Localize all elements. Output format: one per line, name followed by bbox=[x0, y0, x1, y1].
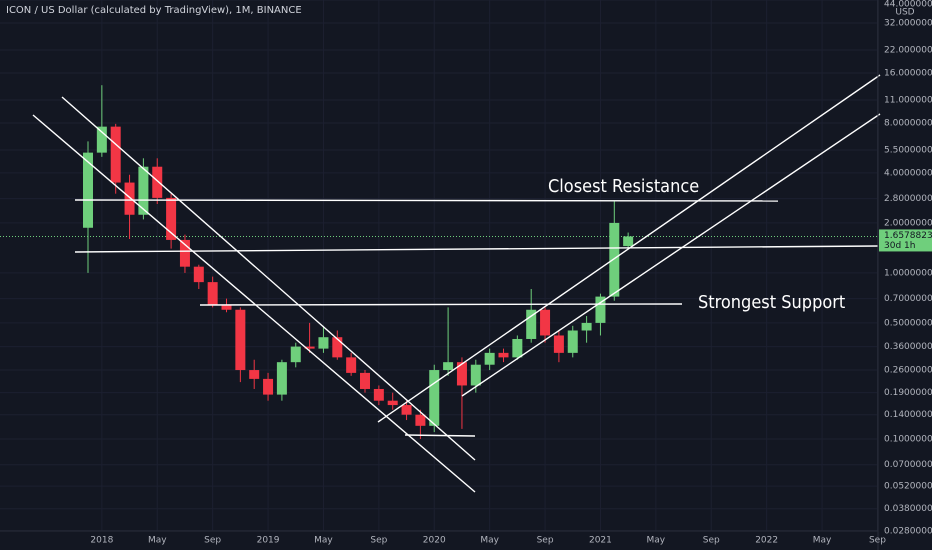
candle-body bbox=[581, 322, 592, 331]
candle-body bbox=[318, 337, 329, 349]
x-tick-label: Sep bbox=[537, 536, 554, 546]
candle-body bbox=[401, 405, 412, 415]
candle-body bbox=[249, 370, 260, 379]
candle-body bbox=[567, 330, 578, 353]
horizontal-line bbox=[74, 245, 879, 253]
candle-body bbox=[110, 126, 121, 183]
candle-body bbox=[332, 337, 343, 358]
candle-body bbox=[166, 197, 177, 240]
x-tick-label: Sep bbox=[703, 536, 720, 546]
candle-body bbox=[609, 222, 620, 297]
channel-line bbox=[377, 74, 881, 423]
candle-body bbox=[83, 152, 93, 228]
x-tick-label: May bbox=[647, 536, 666, 546]
candle-body bbox=[387, 400, 398, 406]
y-unit: USD bbox=[895, 8, 914, 18]
candle-body bbox=[207, 282, 218, 306]
candle-body bbox=[152, 166, 163, 198]
x-tick-label: 2018 bbox=[90, 536, 113, 546]
candle-body bbox=[124, 182, 135, 215]
candle-body bbox=[360, 372, 370, 389]
candle-body bbox=[470, 364, 481, 386]
y-tick-label: 0.02800000 bbox=[884, 526, 932, 536]
x-tick-label: 2020 bbox=[423, 536, 446, 546]
candle-body bbox=[193, 266, 204, 283]
y-tick-label: 2.80000000 bbox=[884, 194, 932, 204]
trend-lines bbox=[32, 74, 881, 493]
last-price-box bbox=[879, 229, 932, 252]
x-tick-label: May bbox=[813, 536, 832, 546]
candle-body bbox=[498, 352, 509, 358]
candle-body bbox=[512, 338, 523, 358]
x-tick-label: 2019 bbox=[257, 536, 280, 546]
candle-body bbox=[179, 239, 190, 267]
candle-body bbox=[263, 378, 274, 395]
countdown-label: 30d 1h bbox=[884, 241, 915, 251]
candle-body bbox=[553, 335, 564, 353]
x-tick-label: May bbox=[314, 536, 333, 546]
x-tick-label: Sep bbox=[204, 536, 221, 546]
candle-body bbox=[540, 309, 551, 336]
candle-body bbox=[138, 166, 149, 215]
x-tick-label: Sep bbox=[869, 536, 886, 546]
candle-body bbox=[235, 309, 246, 371]
candle-body bbox=[304, 346, 315, 349]
candle-body bbox=[221, 305, 232, 310]
candle-body bbox=[443, 362, 454, 371]
trend-line bbox=[32, 114, 476, 493]
candle-body bbox=[456, 362, 467, 386]
annotation: Strongest Support bbox=[698, 292, 845, 313]
candle-body bbox=[290, 346, 301, 363]
resistance-line bbox=[74, 199, 779, 202]
candle-body bbox=[373, 388, 384, 401]
candle-body bbox=[623, 236, 634, 247]
bottom-line bbox=[404, 434, 476, 437]
x-tick-label: May bbox=[148, 536, 167, 546]
candle-body bbox=[346, 357, 357, 373]
x-tick-label: Sep bbox=[370, 536, 387, 546]
annotation: Closest Resistance bbox=[548, 176, 699, 197]
candle-body bbox=[276, 362, 287, 395]
candle-body bbox=[484, 352, 495, 365]
x-tick-label: May bbox=[480, 536, 499, 546]
candle-body bbox=[415, 414, 426, 426]
candle-body bbox=[429, 370, 440, 426]
last-price-label: 1.65788238 bbox=[884, 231, 932, 241]
chart-title: ICON / US Dollar (calculated by TradingV… bbox=[6, 5, 302, 16]
candle-body bbox=[595, 296, 606, 323]
x-tick-label: 2022 bbox=[755, 536, 778, 546]
candle-body bbox=[96, 126, 107, 153]
trend-line bbox=[61, 96, 476, 461]
x-tick-label: 2021 bbox=[589, 536, 612, 546]
support-line bbox=[199, 303, 683, 306]
channel-line bbox=[461, 113, 881, 397]
candle-body bbox=[526, 309, 537, 339]
